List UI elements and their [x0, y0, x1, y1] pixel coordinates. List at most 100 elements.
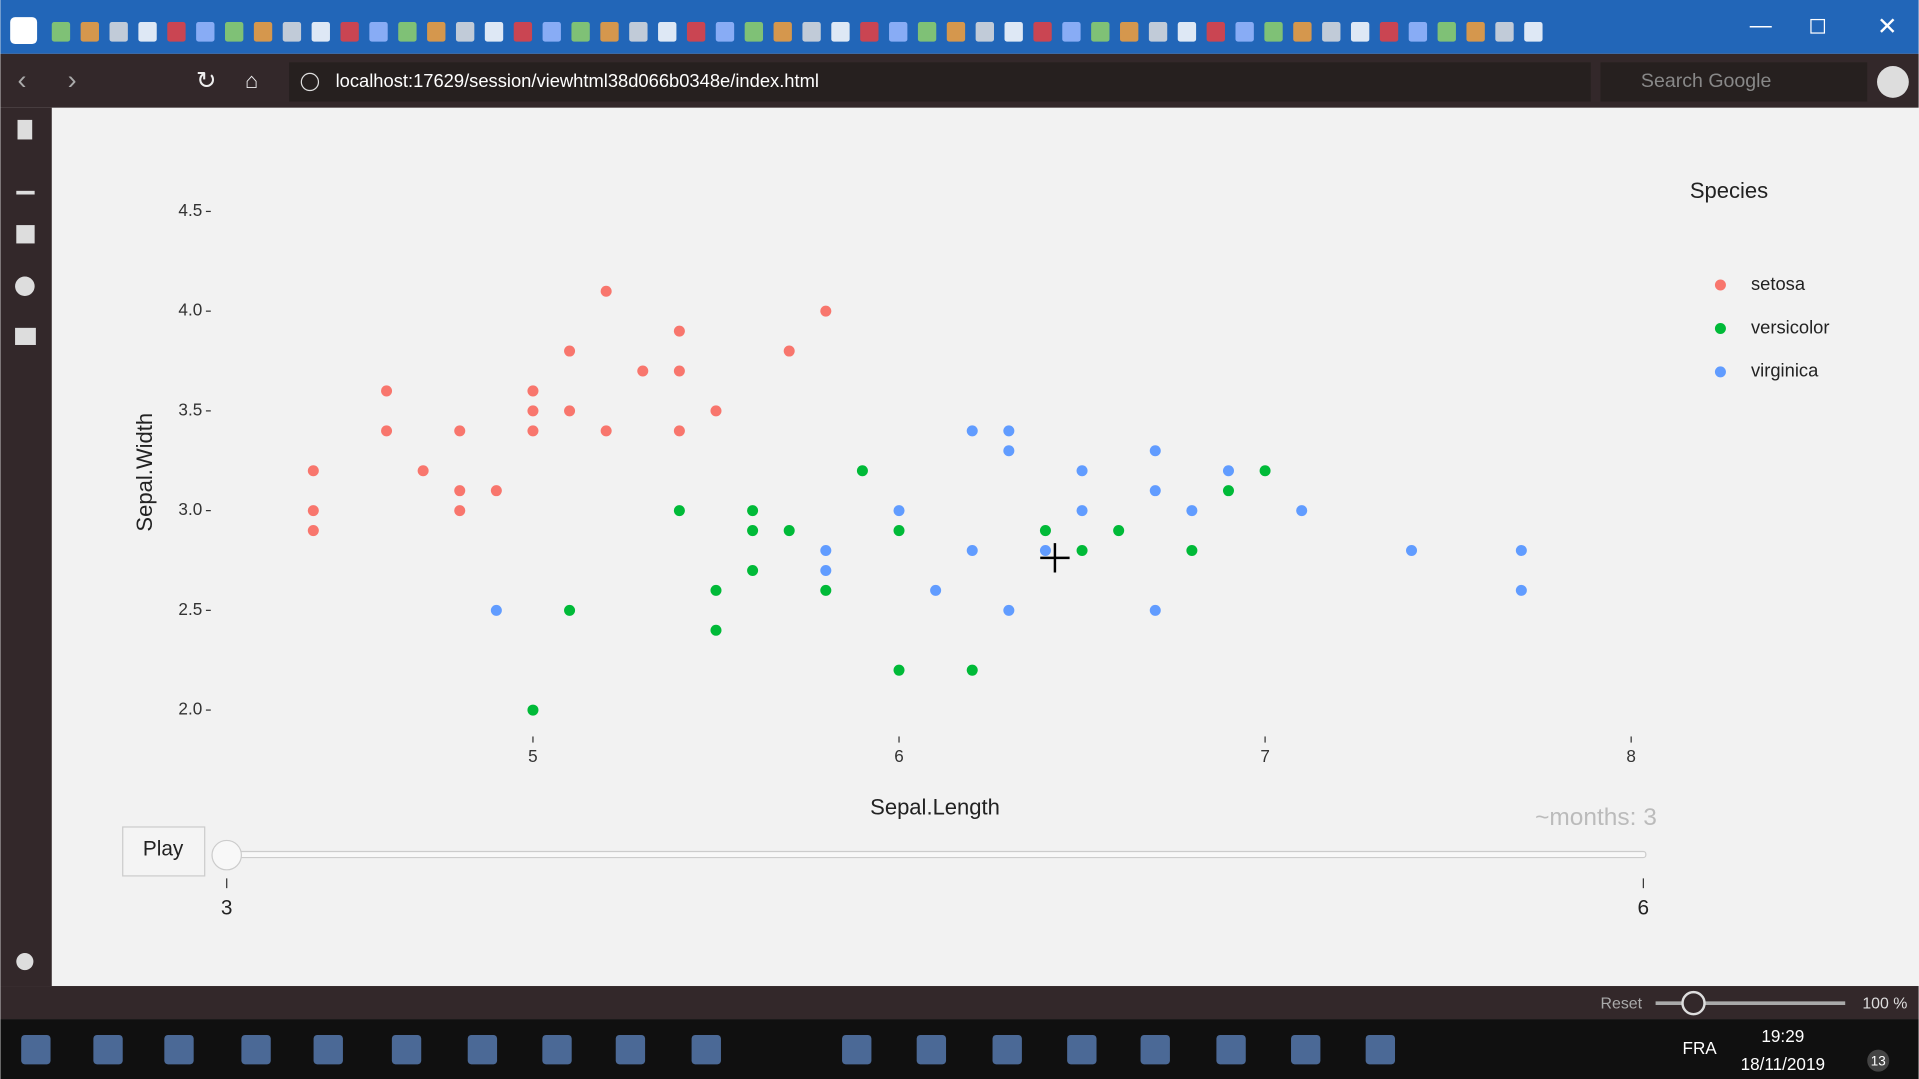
search-field[interactable] — [1600, 62, 1868, 102]
vivaldi-menu[interactable] — [10, 17, 38, 45]
tab-icon[interactable] — [1120, 22, 1139, 42]
taskbar-app[interactable] — [916, 1034, 947, 1065]
tab-icon[interactable] — [975, 22, 994, 42]
tab-icon[interactable] — [831, 22, 850, 42]
tab-icon[interactable] — [311, 22, 330, 42]
tab-icon[interactable] — [1495, 22, 1514, 42]
reload[interactable]: ↻ — [196, 67, 217, 94]
history-icon[interactable] — [15, 276, 35, 297]
tab-icon[interactable] — [138, 22, 157, 42]
taskbar-app[interactable] — [313, 1034, 343, 1065]
tab-icon[interactable] — [224, 22, 244, 42]
tab-icon[interactable] — [109, 22, 128, 42]
tab-icon[interactable] — [802, 22, 821, 42]
taskbar-app[interactable] — [1140, 1034, 1170, 1065]
tab-icon[interactable] — [1379, 22, 1399, 42]
home[interactable]: ⌂ — [245, 68, 258, 93]
tab-icon[interactable] — [1062, 22, 1081, 42]
tab-icon[interactable] — [455, 22, 475, 42]
tab-icon[interactable] — [946, 22, 966, 42]
tab-icon[interactable] — [658, 22, 677, 42]
tab-icon[interactable] — [889, 22, 908, 42]
tab-icon[interactable] — [1408, 22, 1428, 42]
tab-icon[interactable] — [253, 22, 273, 42]
legend-label[interactable]: setosa — [1751, 273, 1806, 294]
zoom-handle[interactable] — [1681, 990, 1706, 1016]
tab-icon[interactable] — [1264, 22, 1283, 42]
site-info[interactable] — [300, 72, 320, 92]
tab-icon[interactable] — [167, 22, 186, 42]
minimize[interactable]: — — [1750, 13, 1773, 38]
tab-icon[interactable] — [744, 22, 764, 42]
tab-icon[interactable] — [629, 22, 648, 42]
taskbar-app[interactable] — [542, 1034, 572, 1065]
tab-icon[interactable] — [542, 22, 561, 42]
tab-icon[interactable] — [484, 22, 504, 42]
tab-icon[interactable] — [51, 22, 71, 42]
restore[interactable] — [1810, 18, 1826, 34]
taskbar-app[interactable] — [1291, 1034, 1321, 1065]
clock-time[interactable]: 19:29 — [1761, 1027, 1804, 1046]
window-icon[interactable] — [15, 327, 36, 345]
taskbar-app[interactable] — [691, 1034, 721, 1065]
notes-icon[interactable] — [16, 225, 35, 244]
back[interactable]: ‹ — [18, 65, 27, 95]
legend-label[interactable]: versicolor — [1751, 316, 1830, 337]
tab-icon[interactable] — [1235, 22, 1254, 42]
tab-icon[interactable] — [398, 22, 417, 42]
tab-icon[interactable] — [1293, 22, 1312, 42]
tab-icon[interactable] — [1033, 22, 1052, 42]
tab-icon[interactable] — [80, 22, 99, 42]
legend-marker[interactable] — [1714, 279, 1726, 291]
slider-handle[interactable] — [211, 839, 243, 871]
tab-icon[interactable] — [513, 22, 533, 42]
legend-marker[interactable] — [1714, 322, 1726, 334]
tab-icon[interactable] — [1437, 22, 1456, 42]
taskbar-app[interactable] — [164, 1034, 194, 1065]
taskbar-app[interactable] — [21, 1034, 51, 1065]
legend-marker[interactable] — [1714, 366, 1726, 378]
zoom-reset[interactable]: Reset — [1601, 996, 1643, 1013]
taskbar-app[interactable] — [992, 1034, 1022, 1065]
legend-label[interactable]: virginica — [1751, 360, 1819, 381]
taskbar-app[interactable] — [241, 1034, 271, 1065]
taskbar-app[interactable] — [93, 1034, 123, 1065]
tab-icon[interactable] — [860, 22, 879, 42]
tab-icon[interactable] — [1091, 22, 1110, 42]
language[interactable]: FRA — [1683, 1039, 1718, 1058]
tab-icon[interactable] — [686, 22, 706, 42]
tab-icon[interactable] — [715, 22, 735, 42]
taskbar-app[interactable] — [1216, 1034, 1246, 1065]
tab-icon[interactable] — [1466, 22, 1485, 42]
tab-icon[interactable] — [1322, 22, 1341, 42]
tab-icon[interactable] — [1004, 22, 1023, 42]
tab-icon[interactable] — [369, 22, 388, 42]
taskbar-app[interactable] — [842, 1034, 872, 1065]
taskbar-app[interactable] — [615, 1034, 646, 1065]
profile[interactable] — [1877, 66, 1909, 98]
clock-date[interactable]: 18/11/2019 — [1741, 1055, 1825, 1074]
tab-icon[interactable] — [196, 22, 215, 42]
forward[interactable]: › — [68, 65, 77, 95]
taskbar-app[interactable] — [467, 1034, 498, 1065]
play-button[interactable] — [122, 826, 206, 877]
tab-icon[interactable] — [427, 22, 446, 42]
close[interactable]: ✕ — [1877, 14, 1898, 41]
bookmarks-icon[interactable] — [17, 119, 33, 140]
tab-icon[interactable] — [1350, 22, 1370, 42]
url-field[interactable] — [289, 62, 1591, 102]
tab-icon[interactable] — [1524, 22, 1543, 42]
tab-icon[interactable] — [282, 22, 302, 42]
downloads-icon[interactable] — [16, 190, 35, 195]
tab-icon[interactable] — [571, 22, 590, 42]
taskbar-app[interactable] — [1365, 1034, 1396, 1065]
tab-icon[interactable] — [1206, 22, 1225, 42]
taskbar-app[interactable] — [391, 1034, 422, 1065]
tab-icon[interactable] — [1177, 22, 1197, 42]
tab-icon[interactable] — [1148, 22, 1168, 42]
taskbar-app[interactable] — [1067, 1034, 1097, 1065]
tab-icon[interactable] — [600, 22, 619, 42]
tab-icon[interactable] — [917, 22, 937, 42]
tab-icon[interactable] — [340, 22, 359, 42]
notification-badge[interactable] — [1867, 1049, 1890, 1072]
